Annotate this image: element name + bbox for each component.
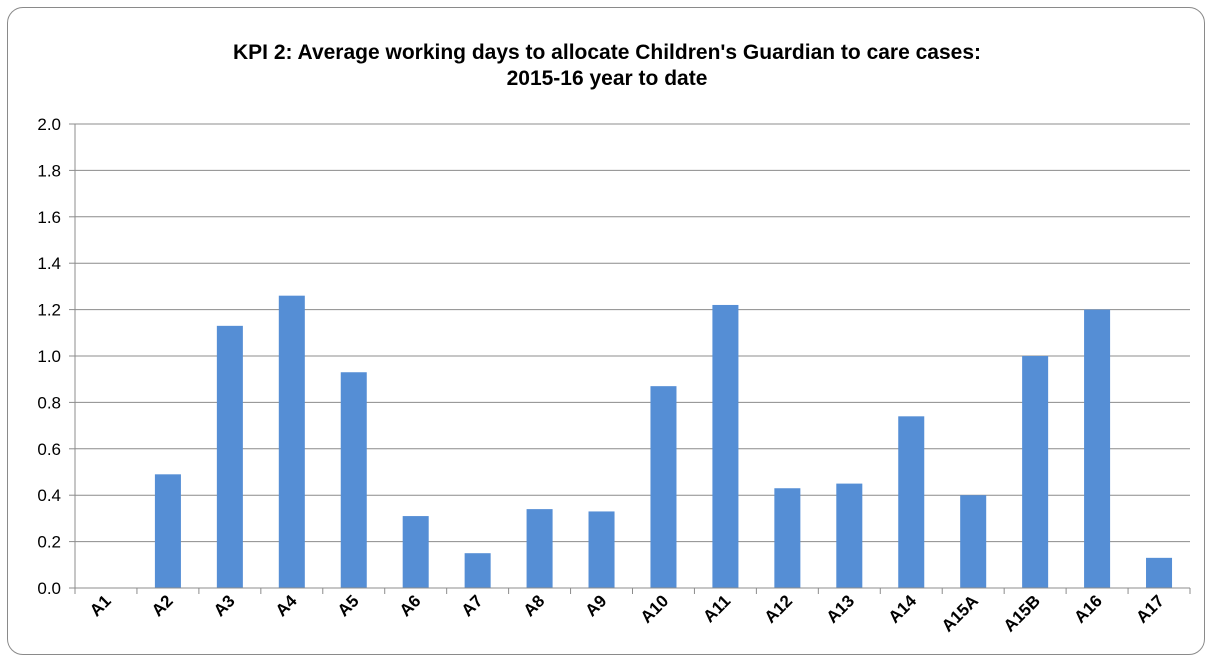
x-tick-label: A7 <box>458 591 487 620</box>
x-tick-label: A9 <box>582 591 611 620</box>
x-tick-label: A13 <box>823 591 858 626</box>
x-tick-label: A11 <box>699 591 734 626</box>
y-tick-label: 1.8 <box>37 161 61 180</box>
x-tick-label: A12 <box>761 591 796 626</box>
chart-title-block: KPI 2: Average working days to allocate … <box>0 40 1214 92</box>
bar-a15b <box>1022 356 1049 588</box>
x-tick-label: A5 <box>334 591 363 620</box>
y-tick-label: 1.6 <box>37 208 61 227</box>
bar-a16 <box>1084 309 1111 588</box>
bar-a4 <box>278 295 305 588</box>
x-tick-label: A8 <box>520 591 549 620</box>
x-tick-label: A15A <box>938 591 982 635</box>
bar-a7 <box>464 553 491 588</box>
bars <box>154 295 1173 588</box>
y-tick-label: 0.6 <box>37 440 61 459</box>
y-tick-label: 0.4 <box>37 486 61 505</box>
x-tick-label: A4 <box>272 591 301 620</box>
x-tick-label: A10 <box>637 591 672 626</box>
x-tick-label: A2 <box>148 591 177 620</box>
bar-a12 <box>774 488 801 588</box>
chart-title: KPI 2: Average working days to allocate … <box>232 41 982 64</box>
bar-a8 <box>526 509 553 588</box>
bar-a2 <box>154 474 181 588</box>
x-tick-label: A6 <box>396 591 425 620</box>
y-tick-label: 1.0 <box>37 347 61 366</box>
y-tick-label: 0.0 <box>37 579 61 598</box>
bar-a3 <box>216 325 243 588</box>
bar-a10 <box>650 386 677 588</box>
y-tick-label: 0.8 <box>37 393 61 412</box>
bar-a13 <box>836 483 863 588</box>
bar-a9 <box>588 511 615 588</box>
bar-a11 <box>712 304 739 588</box>
bar-a17 <box>1146 557 1173 588</box>
x-tick-label: A15B <box>1000 591 1044 635</box>
x-tick-label: A17 <box>1132 591 1167 626</box>
x-tick-label: A3 <box>210 591 239 620</box>
y-tick-label: 0.2 <box>37 533 61 552</box>
bar-a15a <box>960 495 987 588</box>
x-tick-label: A1 <box>86 591 115 620</box>
x-tick-label: A14 <box>885 591 921 627</box>
bar-a6 <box>402 516 429 588</box>
y-tick-label: 1.4 <box>37 254 61 273</box>
y-tick-label: 2.0 <box>37 115 61 134</box>
bar-a14 <box>898 416 925 588</box>
x-tick-label: A16 <box>1070 591 1105 626</box>
y-tick-label: 1.2 <box>37 301 61 320</box>
bar-a5 <box>340 372 367 588</box>
chart-subtitle: 2015-16 year to date <box>506 67 708 90</box>
gridlines <box>75 123 1190 543</box>
axes <box>69 123 1191 594</box>
